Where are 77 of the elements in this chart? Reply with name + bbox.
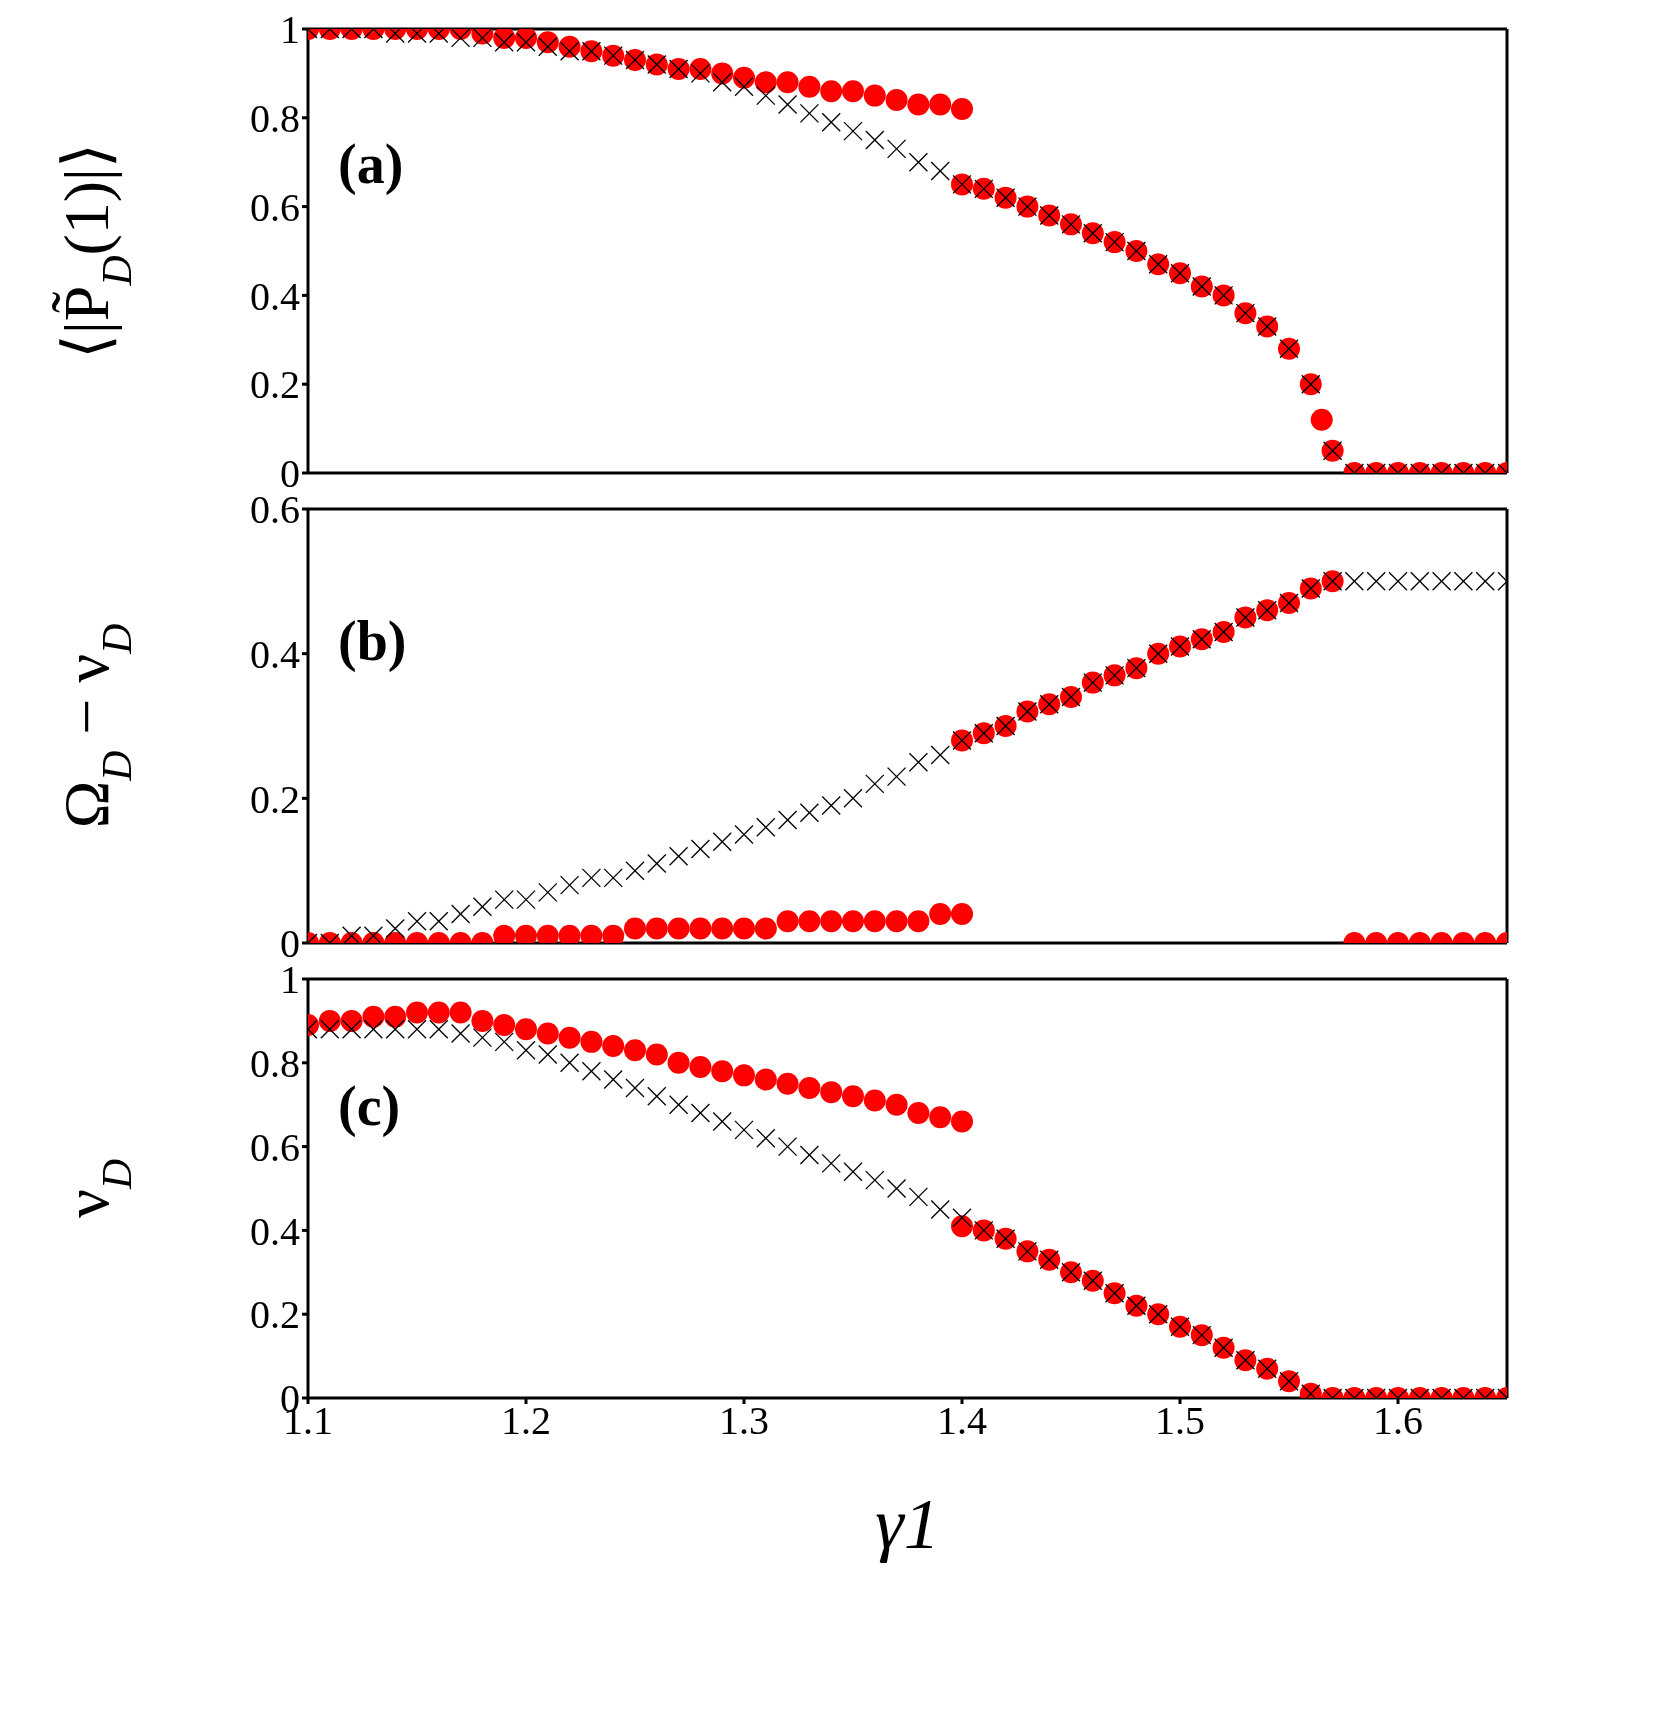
point bbox=[384, 1005, 407, 1028]
point bbox=[842, 1085, 864, 1108]
y-tick-label: 1 bbox=[280, 7, 300, 53]
x-tick-label: 1.6 bbox=[1373, 1398, 1423, 1444]
point bbox=[885, 1093, 908, 1116]
point bbox=[951, 903, 973, 926]
point bbox=[711, 1060, 734, 1083]
point bbox=[493, 1014, 516, 1037]
point bbox=[798, 910, 821, 933]
point bbox=[733, 917, 755, 940]
point bbox=[951, 1110, 973, 1133]
y-tick-label: 0.2 bbox=[250, 776, 300, 822]
point bbox=[754, 71, 777, 94]
point bbox=[558, 1026, 581, 1049]
point bbox=[776, 71, 799, 94]
point bbox=[471, 1009, 494, 1032]
point bbox=[580, 1030, 603, 1053]
y-tick-label: 0.4 bbox=[250, 1208, 300, 1254]
point bbox=[645, 917, 668, 940]
point bbox=[754, 917, 777, 940]
point bbox=[798, 75, 821, 98]
point bbox=[711, 917, 734, 940]
point bbox=[863, 1089, 886, 1112]
annotation: (b) bbox=[338, 608, 407, 673]
point bbox=[689, 917, 712, 940]
point bbox=[885, 89, 908, 112]
point bbox=[1310, 408, 1333, 431]
point bbox=[711, 62, 734, 85]
point bbox=[907, 93, 930, 116]
point bbox=[449, 1001, 472, 1024]
point bbox=[929, 1106, 952, 1129]
point bbox=[406, 1001, 428, 1024]
point bbox=[362, 1005, 385, 1028]
point bbox=[885, 910, 908, 933]
point bbox=[929, 93, 952, 116]
point bbox=[820, 910, 843, 933]
x-axis-title: γ1 bbox=[875, 1484, 940, 1564]
point bbox=[863, 84, 886, 107]
point bbox=[776, 910, 799, 933]
point bbox=[754, 1068, 777, 1091]
x-tick-label: 1.5 bbox=[1155, 1398, 1205, 1444]
point bbox=[689, 1055, 712, 1078]
point bbox=[842, 80, 864, 103]
point bbox=[602, 1035, 625, 1058]
point bbox=[645, 1043, 668, 1066]
point bbox=[427, 1001, 450, 1024]
y-tick-label: 0.8 bbox=[250, 96, 300, 141]
point bbox=[929, 903, 952, 926]
point bbox=[733, 1064, 755, 1087]
annotation: (a) bbox=[338, 131, 404, 196]
y-tick-label: 0.4 bbox=[250, 631, 300, 677]
y-tick-label: 0.6 bbox=[250, 184, 300, 230]
point bbox=[863, 910, 886, 933]
point bbox=[515, 1018, 537, 1041]
point bbox=[842, 910, 864, 933]
point bbox=[798, 1076, 821, 1099]
point bbox=[667, 1051, 690, 1074]
y-tick-label: 0.8 bbox=[250, 1041, 300, 1086]
x-tick-label: 1.3 bbox=[719, 1398, 769, 1444]
point bbox=[318, 1009, 341, 1032]
y-tick-label: 0.2 bbox=[250, 362, 300, 408]
point bbox=[624, 1039, 646, 1062]
y-tick-label: 0.2 bbox=[250, 1292, 300, 1338]
x-tick-label: 1.4 bbox=[937, 1398, 987, 1444]
point bbox=[536, 1022, 559, 1045]
point bbox=[820, 80, 843, 103]
x-tick-label: 1.2 bbox=[501, 1398, 551, 1444]
point bbox=[667, 917, 690, 940]
point bbox=[776, 1072, 799, 1095]
point bbox=[820, 1081, 843, 1104]
point bbox=[951, 97, 973, 120]
point bbox=[907, 910, 930, 933]
point bbox=[907, 1102, 930, 1125]
annotation: (c) bbox=[338, 1074, 401, 1138]
y-tick-label: 0.4 bbox=[250, 273, 300, 319]
point bbox=[624, 917, 646, 940]
y-tick-label: 0.6 bbox=[250, 1124, 300, 1170]
